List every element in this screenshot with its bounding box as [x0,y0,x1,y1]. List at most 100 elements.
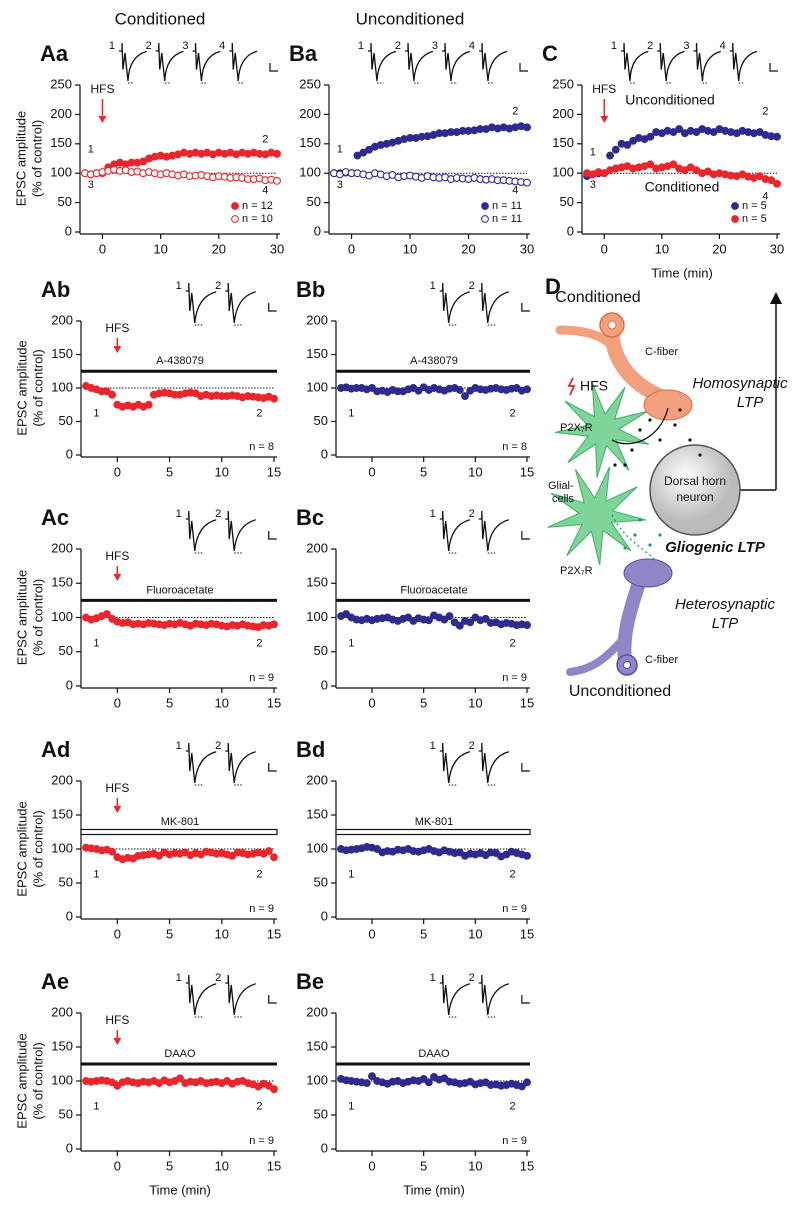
y-tick-label: 0 [66,908,73,923]
y-tick-label: 200 [51,540,73,555]
legend-label: n = 11 [492,200,522,212]
trace-label: 1 [348,1101,354,1113]
trace-label: 3 [337,179,343,191]
nucleus [623,661,631,669]
trace-label: 2 [647,40,653,52]
drug-bar [336,1062,530,1066]
x-tick-label: 15 [520,926,534,941]
y-tick-label: 0 [321,446,328,461]
data-point [767,176,776,185]
glial-cell [547,466,646,566]
data-point [368,1072,376,1081]
epsc-trace [225,742,256,784]
epsc-trace [229,42,258,82]
x-tick-label: 20 [212,241,226,256]
epsc-trace [439,510,470,552]
data-point [669,160,678,169]
transmitter-dot [623,463,627,467]
nucleus [607,320,617,330]
x-tick-label: 5 [166,695,173,710]
hfs-arrow-head [113,806,122,813]
data-point [144,400,153,409]
y-tick-label: 200 [306,1004,328,1019]
y-axis-label: (% of control) [30,810,45,887]
hfs-arrow-head [113,346,122,353]
panel-label: Ac [41,505,69,530]
label-neuron: neuron [676,490,713,504]
x-axis-label: Time (min) [651,265,713,280]
x-tick-label: 30 [770,241,784,256]
drug-bar [81,1062,277,1066]
x-tick-label: 0 [601,241,608,256]
drug-bar [336,598,530,602]
y-tick-label: 0 [65,223,72,238]
y-axis-label: EPSC amplitude [14,1033,29,1128]
trace-label: 1 [176,740,182,752]
transmitter-dot [633,533,637,537]
trace-label: 1 [430,972,436,984]
x-tick-label: 10 [468,1158,482,1173]
panel-label: Ba [289,41,318,66]
legend-marker [731,202,739,210]
data-point [424,1078,433,1087]
data-point [264,847,273,855]
label-c-fiber: C-fiber [645,346,678,358]
x-tick-label: 0 [368,464,375,479]
x-tick-label: 30 [270,241,284,256]
x-tick-label: 5 [420,926,427,941]
x-tick-label: 10 [468,695,482,710]
panel-label: Bb [296,277,325,302]
x-axis-label: Time (min) [403,1182,465,1197]
scale-bar [521,763,530,772]
scale-bar [269,63,278,72]
y-tick-label: 50 [307,194,321,209]
legend-marker [231,202,239,210]
transmitter-dot [613,463,617,467]
n-label: n = 9 [502,903,527,915]
y-tick-label: 100 [306,840,328,855]
x-tick-label: 10 [655,241,669,256]
trace-label: 3 [88,179,94,191]
y-tick-label: 100 [306,379,328,394]
y-tick-label: 100 [306,609,328,624]
y-tick-label: 0 [66,677,73,692]
trace-label: 1 [430,280,436,292]
panel-label: Bd [296,737,325,762]
y-tick-label: 150 [299,135,321,150]
data-point [108,847,117,856]
y-tick-label: 50 [59,874,73,889]
epsc-trace [185,282,217,324]
y-tick-label: 50 [58,194,72,209]
epsc-trace [442,42,471,82]
legend-label: n = 5 [742,213,767,225]
label-glial: cells [552,493,575,505]
diagram: D Conditioned C-fiber HFS Homosynaptic L… [545,274,788,700]
label-glial: Glial- [548,480,574,492]
legend-label: n = 11 [492,213,522,225]
release-arrow [611,407,669,445]
y-tick-label: 100 [51,609,73,624]
x-tick-label: 10 [215,926,229,941]
legend-label: n = 12 [242,200,273,212]
trace-label: 1 [348,407,354,419]
transmitter-dot [648,418,652,422]
annotation: Conditioned [645,179,720,195]
label-heterosynaptic: LTP [712,615,738,632]
trace-label: 1 [348,637,354,649]
y-tick-label: 50 [314,643,328,658]
x-tick-label: 5 [420,464,427,479]
drug-label: MK-801 [161,816,200,828]
data-point [773,132,781,141]
x-tick-label: 0 [368,695,375,710]
legend-marker [731,215,739,223]
trace-label: 3 [590,179,596,191]
label-heterosynaptic: Heterosynaptic [675,596,776,613]
panel-label: C [542,41,558,66]
x-tick-label: 10 [153,241,167,256]
drug-bar [81,598,277,602]
x-tick-label: 10 [468,926,482,941]
y-tick-label: 200 [552,106,574,121]
y-tick-label: 250 [552,76,574,91]
scale-bar [268,763,277,772]
